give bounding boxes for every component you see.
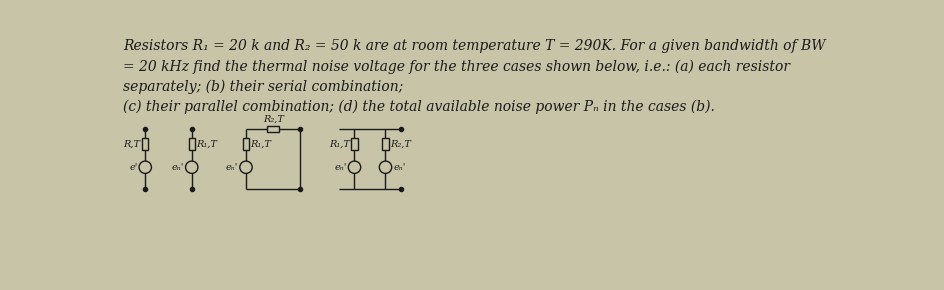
Text: R₁,T: R₁,T [329,140,349,149]
Bar [351,138,357,150]
Text: eₙ': eₙ' [172,163,184,172]
Bar [142,138,148,150]
Text: R₁,T: R₁,T [250,140,271,149]
Text: R₁,T: R₁,T [196,140,217,149]
Text: R₂,T: R₂,T [390,140,411,149]
Text: eₙ': eₙ' [334,163,346,172]
Text: eₙ': eₙ' [226,163,238,172]
Text: R,T: R,T [124,140,141,149]
Text: (c) their parallel combination; (d) the total available noise power Pₙ in the ca: (c) their parallel combination; (d) the … [123,99,714,114]
Bar [189,138,194,150]
Text: Resistors R₁ = 20 k and R₂ = 50 k are at room temperature T = 290K. For a given : Resistors R₁ = 20 k and R₂ = 50 k are at… [123,39,824,53]
Text: e': e' [129,163,138,172]
Text: = 20 kHz find the thermal noise voltage for the three cases shown below, i.e.: (: = 20 kHz find the thermal noise voltage … [123,59,789,74]
Text: R₂,T: R₂,T [262,115,283,124]
Text: eₙ': eₙ' [393,163,405,172]
Bar [382,138,388,150]
Text: separately; (b) their serial combination;: separately; (b) their serial combination… [123,79,402,94]
Bar [266,126,279,132]
Bar [243,138,249,150]
